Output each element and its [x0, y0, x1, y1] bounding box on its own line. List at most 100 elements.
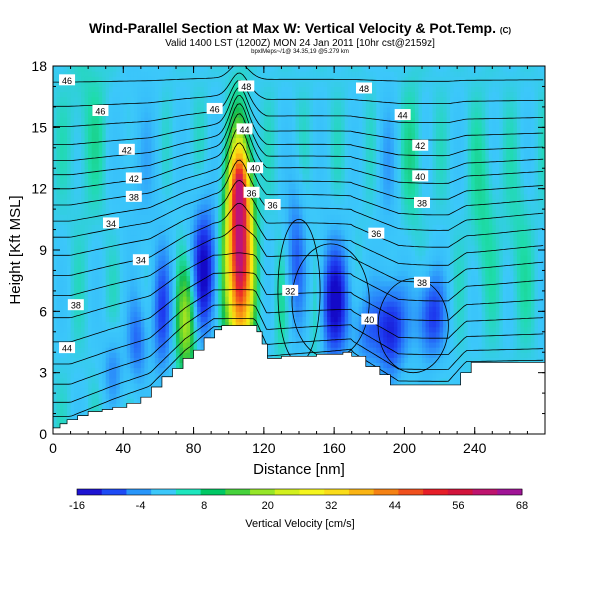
contour-label: 48 — [241, 82, 251, 92]
valid-time-line: Valid 1400 LST (1200Z) MON 24 Jan 2011 [… — [165, 38, 435, 49]
contour-label: 48 — [359, 84, 369, 94]
contour-label: 46 — [210, 104, 220, 114]
terrain-mask — [53, 325, 545, 434]
contour-label-bg — [206, 102, 223, 114]
contour-label: 38 — [71, 301, 81, 311]
colorbar-swatch — [175, 489, 202, 495]
contour-label-bg — [394, 109, 411, 121]
colorbar-swatch — [398, 489, 424, 495]
x-tick-label: 40 — [115, 440, 131, 456]
contour-label-bg — [356, 82, 373, 94]
contour-label-bg — [414, 196, 430, 208]
isentrope-line — [53, 72, 544, 107]
colorbar-tick-label: 32 — [325, 500, 337, 512]
x-tick-label: 160 — [322, 440, 346, 456]
isentrope-loop — [377, 278, 449, 374]
contour-label-bg — [67, 299, 84, 311]
isentrope-line — [53, 304, 544, 385]
contour-label-bg — [102, 217, 119, 229]
contour-label: 46 — [62, 76, 72, 86]
colorbar-tick-label: -16 — [69, 500, 85, 512]
isentrope-line — [53, 79, 544, 127]
colorbar-swatch — [274, 489, 300, 495]
contour-label-bg — [412, 139, 429, 151]
contour-labels: 46 48 46 48 46 44 44 42 42 42 40 40 38 38 36 36 36 34 34 32… — [59, 74, 430, 354]
colorbar-swatch — [423, 489, 449, 495]
x-tick-label: 0 — [49, 440, 57, 456]
contour-label: 36 — [371, 229, 381, 239]
contour-label-bg — [132, 254, 149, 266]
contour-label-bg — [238, 80, 255, 92]
colorbar-swatch — [200, 489, 226, 495]
isentrope-line — [53, 318, 544, 403]
y-tick-label: 12 — [31, 181, 47, 197]
contour-label: 44 — [398, 111, 408, 121]
contour-label-bg — [368, 227, 385, 239]
y-tick-label: 9 — [39, 242, 47, 258]
contour-label: 38 — [129, 192, 139, 202]
chart-title: Wind-Parallel Section at Max W: Vertical… — [88, 20, 512, 36]
contour-label-bg — [361, 313, 378, 325]
contour-label: 40 — [364, 315, 374, 325]
contour-label: 46 — [95, 106, 105, 116]
contour-label-bg — [412, 170, 429, 182]
colorbar-tick-label: 44 — [389, 500, 401, 512]
colorbar-swatch — [250, 489, 276, 495]
contour-label: 38 — [417, 198, 427, 208]
colorbar-label: Vertical Velocity [cm/s] — [245, 518, 354, 530]
contour-label-bg — [243, 186, 260, 198]
contour-label: 38 — [417, 278, 427, 288]
colorbar-tick-label: 8 — [201, 500, 207, 512]
colorbar-swatch — [497, 489, 523, 495]
contour-label-bg — [118, 143, 135, 155]
x-tick-label: 120 — [252, 440, 276, 456]
contour-label-bg — [247, 162, 264, 174]
y-tick-label: 0 — [39, 426, 47, 442]
info-line: bpxlMeps~/1@ 34.35,19 @5.279 km — [251, 49, 349, 55]
colorbar-tick-label: -4 — [136, 500, 146, 512]
y-axis-label: Height [Kft MSL] — [7, 195, 24, 304]
isentrope-line — [53, 87, 544, 145]
contour-label: 40 — [415, 172, 425, 182]
isentrope-line — [53, 142, 544, 222]
colorbar-tick-label: 56 — [452, 500, 464, 512]
colorbar-swatch — [472, 489, 498, 495]
isentrope-line — [53, 326, 544, 417]
isentrope-line — [53, 289, 544, 365]
contour-label: 42 — [129, 174, 139, 184]
colorbar-frame — [76, 488, 523, 496]
contour-label-bg — [414, 276, 430, 288]
colorbar-swatch — [447, 489, 474, 495]
contour-label: 32 — [285, 286, 295, 296]
x-tick-label: 80 — [186, 440, 202, 456]
contour-label-bg — [59, 74, 76, 86]
colorbar-swatch — [101, 489, 127, 495]
contour-label: 44 — [240, 125, 250, 135]
isentrope-line — [53, 159, 544, 238]
colorbar-swatch — [77, 489, 103, 495]
contour-label: 34 — [136, 256, 146, 266]
x-tick-label: 240 — [463, 440, 487, 456]
colorbar-swatch — [348, 489, 375, 495]
isentrope-line — [53, 103, 544, 176]
isentrope-line — [53, 66, 544, 83]
contour-label: 36 — [268, 201, 278, 211]
contour-label: 34 — [106, 219, 116, 229]
y-tick-label: 3 — [39, 365, 47, 381]
isentrope-line — [53, 180, 544, 256]
contour-label-bg — [125, 172, 142, 184]
contour-label-bg — [92, 104, 109, 116]
contour-label: 42 — [415, 141, 425, 151]
colorbar-swatch — [299, 489, 325, 495]
isentrope-line — [53, 224, 544, 296]
x-axis-label: Distance [nm] — [253, 461, 345, 478]
colorbar-swatch — [151, 489, 177, 495]
colorbar-swatch — [225, 489, 251, 495]
y-tick-label: 6 — [39, 303, 47, 319]
contour-label-bg — [236, 123, 253, 135]
contour-label-bg — [264, 199, 281, 211]
colorbar-swatch — [324, 489, 350, 495]
contour-label-bg — [59, 342, 76, 354]
contour-label: 44 — [62, 344, 72, 354]
